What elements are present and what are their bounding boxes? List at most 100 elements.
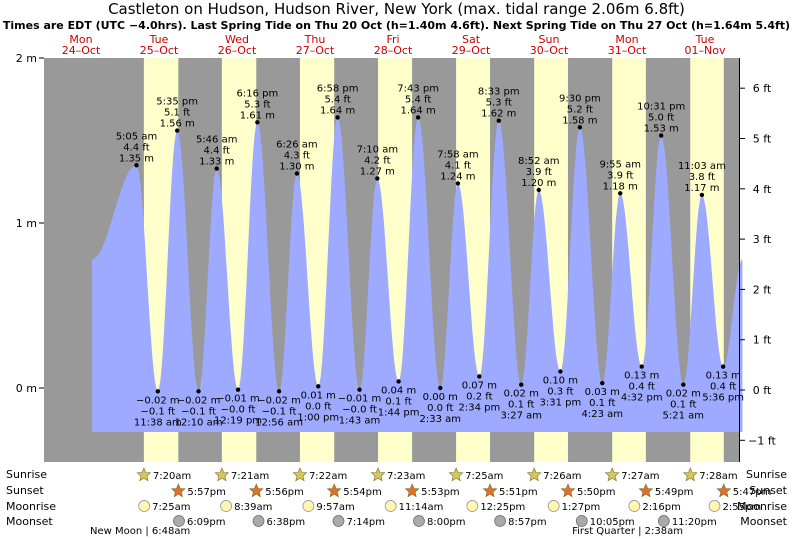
high-tide-ft-28: 3.8 ft <box>689 172 715 183</box>
sunrise-time-6: 7:27am <box>621 471 659 482</box>
low-tide-time-1: 11:38 am <box>134 417 182 428</box>
day-header-dow-8: Tue <box>695 33 715 46</box>
high-tide-m-14: 1.64 m <box>401 105 436 116</box>
high-tide-m-0: 1.35 m <box>119 153 154 164</box>
tide-point-high-6 <box>255 120 260 125</box>
day-header-date-1: 25–Oct <box>140 44 179 57</box>
low-tide-m-19: 0.02 m <box>504 389 539 400</box>
day-header-date-6: 30–Oct <box>530 44 569 57</box>
high-tide-m-2: 1.56 m <box>160 119 195 130</box>
moonset-icon-2 <box>332 515 345 527</box>
tide-point-low-7 <box>276 389 282 394</box>
high-tide-m-18: 1.62 m <box>481 109 516 120</box>
high-tide-m-16: 1.24 m <box>440 171 475 182</box>
sunset-time-7: 5:47pm <box>733 487 772 498</box>
tide-point-high-24 <box>618 191 623 196</box>
low-tide-time-15: 2:33 am <box>420 414 462 425</box>
moonrise-icon-1 <box>220 500 232 512</box>
high-tide-time-16: 7:58 am <box>437 149 479 160</box>
low-tide-time-17: 2:34 pm <box>458 402 500 413</box>
tide-point-high-26 <box>658 133 664 138</box>
sunset-icon-2 <box>326 483 342 498</box>
right-axis-label-6: 5 ft <box>753 133 772 146</box>
moon-phase-new: New Moon | 6:48am <box>90 526 190 537</box>
high-tide-m-20: 1.20 m <box>521 178 556 189</box>
low-tide-time-3: 12:10 am <box>175 417 223 428</box>
high-tide-ft-24: 3.9 ft <box>607 170 633 181</box>
low-tide-ft-9: 0.0 ft <box>305 401 331 412</box>
day-header-date-8: 01–Nov <box>685 44 726 57</box>
moonrise-time-7: 2:55pm <box>723 502 762 513</box>
day-header-date-2: 26–Oct <box>218 44 257 57</box>
high-tide-m-8: 1.30 m <box>279 162 314 173</box>
moonset-icon-0 <box>173 515 185 527</box>
high-tide-time-24: 9:55 am <box>599 159 641 170</box>
sunset-icon-7 <box>716 483 732 498</box>
moon-rows: 7:25am 8:39am 9:57am 11:14am 12:25pm 1:27pm 2:… <box>138 500 762 528</box>
sunset-time-5: 5:50pm <box>577 487 616 498</box>
tide-point-low-17 <box>477 374 482 379</box>
low-tide-time-5: 12:19 pm <box>214 416 262 427</box>
low-tide-m-27: 0.02 m <box>666 389 701 400</box>
low-tide-ft-25: 0.4 ft <box>629 382 655 393</box>
moonset-label-right: Moonset <box>740 515 787 528</box>
tide-point-low-23 <box>600 380 605 386</box>
moonrise-time-4: 12:25pm <box>480 502 525 513</box>
tide-point-high-28 <box>699 192 705 198</box>
tide-point-high-10 <box>335 115 340 120</box>
sunset-icon-0 <box>170 483 186 498</box>
moonset-label-left: Moonset <box>6 515 53 528</box>
low-tide-time-29: 5:36 pm <box>702 393 744 404</box>
sunrise-label-left: Sunrise <box>6 468 47 481</box>
sunset-label-left: Sunset <box>6 484 44 497</box>
high-tide-ft-10: 5.4 ft <box>324 94 350 105</box>
day-header-dow-5: Sat <box>462 33 481 46</box>
low-tide-m-15: 0.00 m <box>423 392 458 403</box>
low-tide-m-3: −0.02 m <box>177 395 221 406</box>
day-header-dow-4: Fri <box>386 33 399 46</box>
day-header-dow-7: Mon <box>615 33 638 46</box>
sunset-time-3: 5:53pm <box>421 487 460 498</box>
moonrise-time-1: 8:39am <box>234 502 272 513</box>
low-tide-m-9: 0.01 m <box>301 390 336 401</box>
tide-point-high-12 <box>375 176 380 181</box>
moonrise-icon-6 <box>628 500 641 512</box>
high-tide-ft-20: 3.9 ft <box>526 167 552 178</box>
left-axis-label-1: 1 m <box>16 217 37 230</box>
high-tide-ft-22: 5.2 ft <box>567 104 593 115</box>
high-tide-ft-26: 5.0 ft <box>648 113 674 124</box>
low-tide-ft-11: −0.0 ft <box>342 405 377 416</box>
high-tide-m-6: 1.61 m <box>240 110 275 121</box>
low-tide-time-27: 5:21 am <box>663 411 705 422</box>
high-tide-ft-2: 5.1 ft <box>164 108 190 119</box>
low-tide-ft-3: −0.1 ft <box>181 406 216 417</box>
tide-point-high-16 <box>455 181 461 186</box>
high-tide-ft-6: 5.3 ft <box>244 99 270 110</box>
low-tide-m-5: −0.01 m <box>216 394 260 405</box>
moonrise-time-2: 9:57am <box>316 502 354 513</box>
high-tide-time-8: 6:26 am <box>276 140 318 151</box>
moonrise-time-5: 1:27pm <box>562 502 601 513</box>
right-axis-label-2: 1 ft <box>753 334 772 347</box>
high-tide-time-10: 6:58 pm <box>317 83 359 94</box>
high-tide-m-26: 1.53 m <box>644 124 679 135</box>
low-tide-ft-1: −0.1 ft <box>140 406 175 417</box>
moonset-time-5: 10:05pm <box>590 517 635 528</box>
low-tide-m-21: 0.10 m <box>543 376 578 387</box>
day-header-dow-2: Wed <box>225 33 249 46</box>
tide-point-high-0 <box>134 163 139 168</box>
low-tide-m-23: 0.03 m <box>585 387 620 398</box>
sunset-time-4: 5:51pm <box>499 487 538 498</box>
right-axis-label-3: 2 ft <box>753 283 772 296</box>
right-axis-label-7: 6 ft <box>753 82 772 95</box>
low-tide-m-11: −0.01 m <box>338 394 382 405</box>
high-tide-m-12: 1.27 m <box>360 166 395 177</box>
sun-rows: 7:20am 5:57pm 7:21am 5:56pm 7:22am 5:54pm 7:23… <box>136 467 772 498</box>
tide-point-low-9 <box>316 384 321 389</box>
low-tide-ft-27: 0.1 ft <box>670 400 696 411</box>
moonrise-time-3: 11:14am <box>399 502 444 513</box>
sunrise-time-0: 7:20am <box>153 471 191 482</box>
right-axis-label-0: −1 ft <box>748 434 776 447</box>
low-tide-time-9: 1:00 pm <box>297 412 339 423</box>
almanac-labels: Sunrise Sunset Moonrise Moonset Sunrise … <box>6 468 788 528</box>
